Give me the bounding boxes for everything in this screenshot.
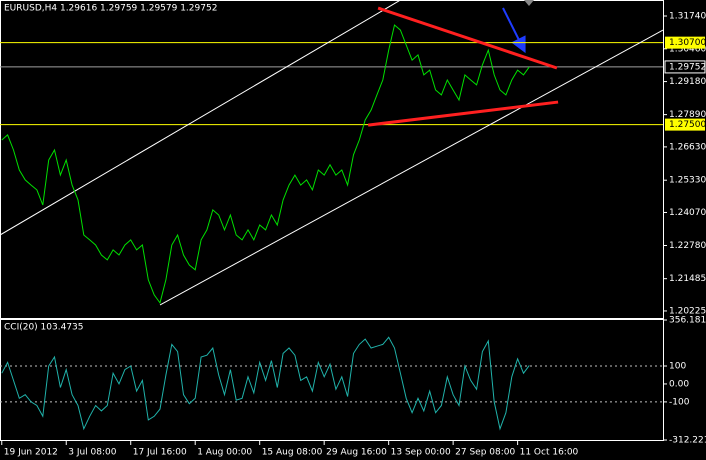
y-tick-label: 100 <box>669 361 686 371</box>
y-tick-label: 1.20225 <box>669 306 706 316</box>
y-tick-label: 1.21485 <box>669 274 706 284</box>
level-box <box>665 36 705 49</box>
y-tick-label: 1.22780 <box>669 241 706 251</box>
y-tick-label: 1.27890 <box>669 110 706 120</box>
data-line <box>1 24 530 305</box>
chart-title: EURUSD,H4 1.29616 1.29759 1.29579 1.2975… <box>4 4 217 14</box>
y-tick-label: 356.181 <box>669 316 706 326</box>
x-tick-label: 15 Aug 08:00 <box>262 448 323 458</box>
arrow <box>502 7 526 54</box>
level-box <box>664 60 706 74</box>
y-tick-label: 1.29180 <box>669 77 706 87</box>
x-tick-label: 19 Jun 2012 <box>4 448 58 458</box>
y-tick-label: -312.221 <box>669 436 706 446</box>
level-label: 1.27500 <box>669 120 706 130</box>
x-tick-label: 17 Jul 16:00 <box>133 448 187 458</box>
x-tick-label: 11 Oct 16:00 <box>520 448 579 458</box>
plot-area <box>0 0 663 306</box>
y-tick-label: 1.25330 <box>669 176 706 186</box>
indicator-title: CCI(20) 103.4735 <box>4 323 84 333</box>
data-line <box>1 336 530 431</box>
y-tick-label: 1.26630 <box>669 142 706 152</box>
price-frame <box>0 0 664 319</box>
trend-line <box>377 6 558 70</box>
y-tick-label: 0.00 <box>669 379 689 389</box>
trend-line <box>367 100 559 127</box>
level-box <box>665 118 705 131</box>
y-tick-label: 1.24070 <box>669 208 706 218</box>
x-tick-label: 3 Jul 08:00 <box>68 448 117 458</box>
x-tick-label: 13 Sep 00:00 <box>391 448 451 458</box>
trend-line <box>159 29 663 306</box>
plot-area <box>0 336 663 431</box>
y-tick-label: -100 <box>669 397 690 407</box>
y-tick-label: 1.31740 <box>669 12 706 22</box>
marker <box>524 0 534 6</box>
cci-frame <box>0 319 664 441</box>
x-tick-label: 1 Aug 00:00 <box>197 448 252 458</box>
x-tick-label: 27 Sep 08:00 <box>455 448 515 458</box>
level-label: 1.30700 <box>669 38 706 48</box>
trend-line <box>0 0 401 236</box>
y-tick-label: 1.30460 <box>669 44 706 54</box>
x-tick-label: 29 Aug 16:00 <box>326 448 387 458</box>
level-label: 1.29752 <box>669 62 706 72</box>
